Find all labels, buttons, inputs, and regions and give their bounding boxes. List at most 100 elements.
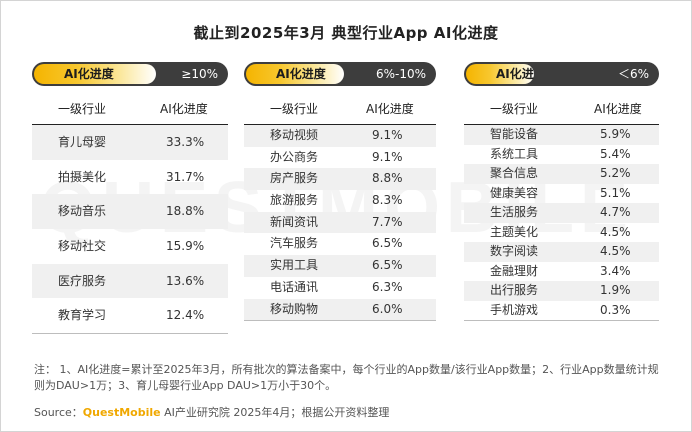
industry-cell: 生活服务	[490, 205, 539, 219]
chart-title: 截止到2025年3月 典型行业App AI化进度	[193, 24, 499, 42]
panel-2: AI化进度 6%-10% 一级行业 AI化进度移动视频 9.1% 办公商务 9.1% 房产服务…	[244, 62, 436, 322]
progress-cell: 8.3%	[372, 193, 403, 208]
progress-cell: 4.7%	[600, 205, 631, 219]
progress-cell: 15.9%	[166, 239, 205, 254]
industry-cell: 聚合信息	[490, 166, 539, 180]
table-row: 移动视频 9.1%	[244, 125, 436, 147]
range-pill-value: ≥10%	[181, 67, 218, 81]
table-row: 实用工具 6.5%	[244, 255, 436, 277]
range-pill-value: 6%-10%	[375, 67, 426, 81]
progress-cell: 5.4%	[600, 146, 631, 161]
industry-cell: 实用工具	[270, 258, 319, 273]
source-brand: QuestMobile	[82, 406, 161, 419]
industry-cell: 房产服务	[270, 171, 319, 186]
industry-cell: 智能设备	[490, 127, 539, 141]
table-header: 一级行业 AI化进度	[464, 94, 659, 125]
source-prefix: Source：	[34, 406, 83, 419]
industry-cell: 数字阅读	[490, 244, 539, 258]
progress-cell: 6.3%	[372, 279, 403, 294]
table-row: 汽车服务 6.5%	[244, 233, 436, 255]
column-header-industry: 一级行业	[270, 102, 319, 116]
table-row: 出行服务 1.9%	[464, 281, 659, 301]
industry-cell: 教育学习	[58, 308, 107, 323]
progress-cell: 0.3%	[600, 302, 631, 317]
range-pill-label: AI化进度	[466, 64, 534, 84]
progress-cell: 5.2%	[600, 166, 631, 180]
table-row: 系统工具 5.4%	[464, 145, 659, 165]
progress-cell: 6.0%	[372, 301, 403, 316]
footnote: 注： 1、AI化进度=累计至2025年3月，所有批次的算法备案中，每个行业的Ap…	[34, 363, 659, 392]
column-header-industry: 一级行业	[58, 102, 107, 116]
progress-cell: 7.7%	[372, 214, 403, 229]
range-pill-value: ＜6%	[617, 67, 649, 81]
progress-cell: 5.1%	[600, 185, 631, 200]
table-row: 医疗服务 13.6%	[32, 263, 228, 299]
industry-cell: 金融理财	[490, 263, 539, 278]
progress-cell: 9.1%	[372, 128, 403, 142]
range-pill: AI化进度 ≥10%	[32, 62, 228, 86]
table-row: 健康美容 5.1%	[464, 184, 659, 204]
table-row: 房产服务 8.8%	[244, 168, 436, 191]
progress-cell: 4.5%	[600, 244, 631, 258]
industry-cell: 育儿母婴	[58, 135, 107, 149]
industry-cell: 新闻资讯	[270, 214, 319, 229]
industry-cell: 移动购物	[270, 301, 319, 316]
table-row: 育儿母婴 33.3%	[32, 125, 228, 160]
table-row: 新闻资讯 7.7%	[244, 211, 436, 234]
panel-1: AI化进度 ≥10% 一级行业 AI化进度 育儿母婴 33.3% 拍摄美化 31.7% 移动音乐…	[32, 62, 228, 335]
table-row: 数字阅读 4.5%	[464, 242, 659, 262]
table-row: 移动音乐 18.8%	[32, 194, 228, 230]
industry-cell: 移动视频	[270, 128, 319, 142]
table-row: 办公商务 9.1%	[244, 147, 436, 169]
progress-cell: 12.4%	[166, 308, 205, 323]
range-pill-label: AI化进度	[34, 64, 156, 84]
industry-cell: 汽车服务	[270, 236, 319, 251]
industry-cell: 电话通讯	[270, 279, 319, 294]
source-line: Source：QuestMobile AI产业研究院 2025年4月；根据公开资…	[34, 404, 389, 420]
progress-cell: 1.9%	[600, 283, 631, 297]
table-row: 智能设备 5.9%	[464, 125, 659, 145]
table-row: 金融理财 3.4%	[464, 262, 659, 282]
table-row: 拍摄美化 31.7%	[32, 160, 228, 195]
table-row: 移动社交 15.9%	[32, 229, 228, 264]
table-body: 育儿母婴 33.3% 拍摄美化 31.7% 移动音乐 18.8% 移动社交 15.9% 医疗服务…	[32, 125, 228, 335]
industry-cell: 出行服务	[490, 283, 539, 297]
progress-cell: 6.5%	[372, 236, 403, 251]
column-header-progress: AI化进度	[366, 102, 414, 116]
progress-cell: 8.8%	[372, 171, 403, 186]
industry-cell: 系统工具	[490, 146, 539, 161]
range-pill-label: AI化进度	[246, 64, 344, 84]
range-pill: AI化进度 6%-10%	[244, 62, 436, 86]
table-row: 生活服务 4.7%	[464, 203, 659, 223]
table-row: 主题美化 4.5%	[464, 223, 659, 243]
industry-cell: 医疗服务	[58, 273, 107, 288]
table-header: 一级行业 AI化进度	[32, 94, 228, 125]
industry-cell: 手机游戏	[490, 302, 539, 317]
progress-cell: 5.9%	[600, 127, 631, 141]
table-row: 旅游服务 8.3%	[244, 190, 436, 212]
table-row: 电话通讯 6.3%	[244, 277, 436, 299]
industry-cell: 旅游服务	[270, 193, 319, 208]
industry-cell: 拍摄美化	[58, 169, 107, 184]
progress-cell: 3.4%	[600, 263, 631, 278]
source-suffix: AI产业研究院 2025年4月；根据公开资料整理	[160, 406, 390, 419]
industry-cell: 办公商务	[270, 149, 319, 164]
industry-cell: 主题美化	[490, 224, 539, 239]
table-row: 手机游戏 0.3%	[464, 301, 659, 321]
progress-cell: 33.3%	[166, 135, 205, 149]
table-row: 教育学习 12.4%	[32, 298, 228, 333]
table-body: 智能设备 5.9% 系统工具 5.4% 聚合信息 5.2% 健康美容 5.1% 生活服务 4.7%…	[464, 125, 659, 321]
table-row: 移动购物 6.0%	[244, 298, 436, 321]
industry-cell: 健康美容	[490, 185, 539, 200]
industry-cell: 移动社交	[58, 239, 107, 254]
progress-cell: 31.7%	[166, 169, 205, 184]
progress-cell: 9.1%	[372, 149, 403, 164]
range-pill: AI化进度 ＜6%	[464, 62, 659, 86]
column-header-industry: 一级行业	[490, 102, 539, 116]
table-body: 移动视频 9.1% 办公商务 9.1% 房产服务 8.8% 旅游服务 8.3% 新闻资讯 7.7%…	[244, 125, 436, 322]
progress-cell: 18.8%	[166, 204, 205, 219]
progress-cell: 13.6%	[166, 273, 205, 288]
table-header: 一级行业 AI化进度	[244, 94, 436, 125]
table-row: 聚合信息 5.2%	[464, 164, 659, 184]
